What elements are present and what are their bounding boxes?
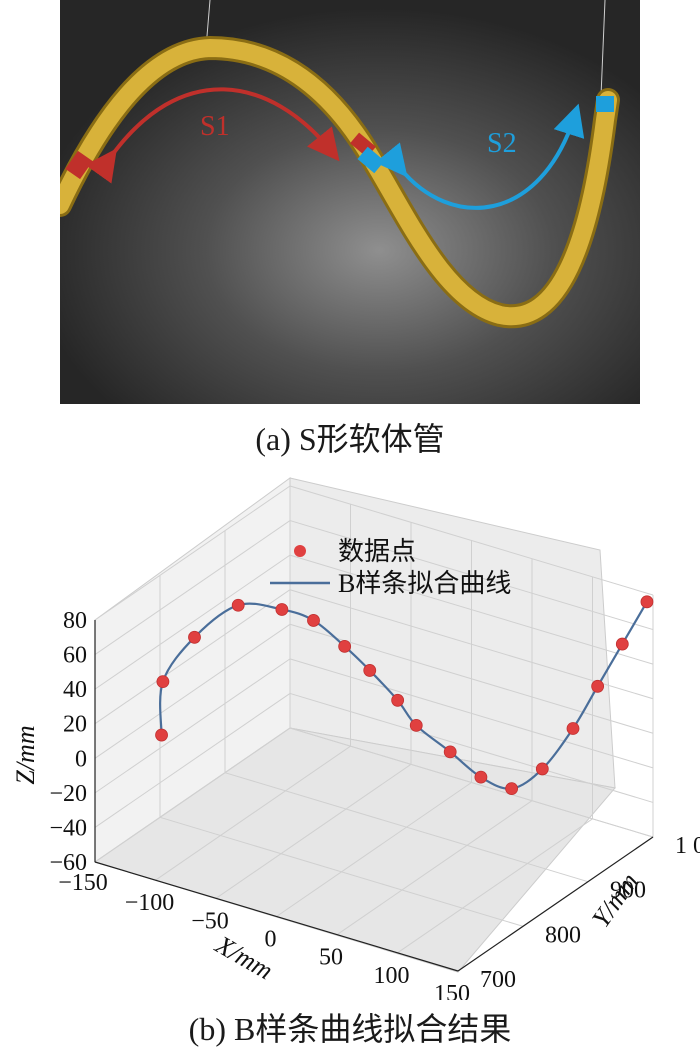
data-point-group <box>155 595 654 796</box>
data-point <box>409 718 423 732</box>
data-point <box>363 664 377 677</box>
z-axis-label: Z/mm <box>11 725 40 784</box>
floor-grid-line <box>397 818 593 954</box>
data-point <box>155 728 168 742</box>
data-point <box>474 770 488 784</box>
data-point <box>391 693 405 707</box>
y-tick-label: 700 <box>480 967 516 993</box>
z-tick-label: 40 <box>63 677 87 703</box>
x-tick-label: 100 <box>374 963 410 989</box>
x-tick-label: 150 <box>434 981 470 1000</box>
data-point <box>338 639 352 653</box>
wall-grid-line <box>289 658 654 769</box>
floor-grid-line <box>224 772 589 883</box>
photo-background <box>60 0 640 404</box>
s1-arrow <box>85 87 340 184</box>
caption-b: (b) B样条曲线拟合结果 <box>188 1011 512 1047</box>
wall-grid-line <box>289 727 654 838</box>
wall-grid-line <box>289 554 654 665</box>
wall-grid-line <box>94 520 291 655</box>
floor-grid-line <box>155 745 351 881</box>
s2-arrow <box>374 103 585 210</box>
y-tick-label: 900 <box>610 878 646 904</box>
z-tick-label: −60 <box>49 850 87 876</box>
wall-grid-line <box>289 589 654 700</box>
wall-grid-line <box>94 727 291 863</box>
data-point <box>307 614 320 627</box>
x-tick-label: −100 <box>125 890 175 916</box>
axis-lines <box>94 620 654 972</box>
z-tick-label: −20 <box>49 781 87 807</box>
x-tick-label: 50 <box>319 945 343 971</box>
wall-grid-line <box>94 589 291 725</box>
data-point <box>231 598 245 612</box>
z-tick-label: 20 <box>63 712 87 738</box>
wall-grid-line <box>94 485 291 621</box>
soft-tube-illustration: S1 S2 <box>48 0 640 404</box>
soft-tube-photo: S1 S2 <box>48 0 640 404</box>
z-tick-label: −40 <box>49 815 87 841</box>
wall-grid-line <box>94 693 291 828</box>
data-point <box>640 595 654 609</box>
data-point <box>615 637 629 651</box>
floor-grid-line <box>276 782 472 917</box>
wall-grid-line <box>94 554 291 690</box>
chart-svg: −150 −100 −50 0 50 100 150 700 800 900 1 000 80 60 40… <box>11 477 700 1007</box>
wall-grid-line <box>94 623 291 759</box>
data-point <box>156 675 170 689</box>
floor-grid-line <box>336 800 533 936</box>
x-axis-line <box>94 861 459 972</box>
z-tick-label: 80 <box>63 608 87 634</box>
data-point <box>505 782 519 796</box>
wall-grid-line <box>289 623 654 734</box>
y-tick-label: 1 000 <box>675 833 700 859</box>
s2-end-marker <box>596 96 614 112</box>
data-point <box>566 722 580 735</box>
y-tick-label: 800 <box>545 922 581 948</box>
s2-label: S2 <box>487 128 517 159</box>
x-tick-label: 0 <box>265 927 277 953</box>
caption-a: (a) S形软体管 <box>255 421 445 457</box>
legend-marker-points <box>294 545 306 557</box>
legend-label-points: 数据点 <box>338 537 416 566</box>
z-tick-label: 60 <box>63 643 87 669</box>
x-tick-label: −50 <box>191 908 229 934</box>
wall-grid-line <box>94 658 291 794</box>
y-axis-line <box>457 836 654 972</box>
floor-grid-line <box>159 816 524 927</box>
floor-grid-line <box>215 763 412 899</box>
data-point <box>443 745 457 759</box>
s1-label: S1 <box>200 111 230 142</box>
data-point <box>591 679 605 693</box>
bspline-chart: −150 −100 −50 0 50 100 150 700 800 900 1 000 80 60 40… <box>0 470 700 1007</box>
wall-grid-line <box>289 520 654 631</box>
x-tick-label: −150 <box>58 870 108 896</box>
legend-label-curve: B样条拟合曲线 <box>338 569 511 598</box>
wall-grid-line <box>289 485 654 596</box>
data-point <box>535 762 549 776</box>
z-tick-label: 0 <box>75 746 87 772</box>
data-point <box>275 603 289 616</box>
data-point <box>188 630 201 644</box>
wall-grid-line <box>289 692 654 803</box>
tick-label-group: −150 −100 −50 0 50 100 150 700 800 900 1 000 80 60 40… <box>49 608 700 1007</box>
